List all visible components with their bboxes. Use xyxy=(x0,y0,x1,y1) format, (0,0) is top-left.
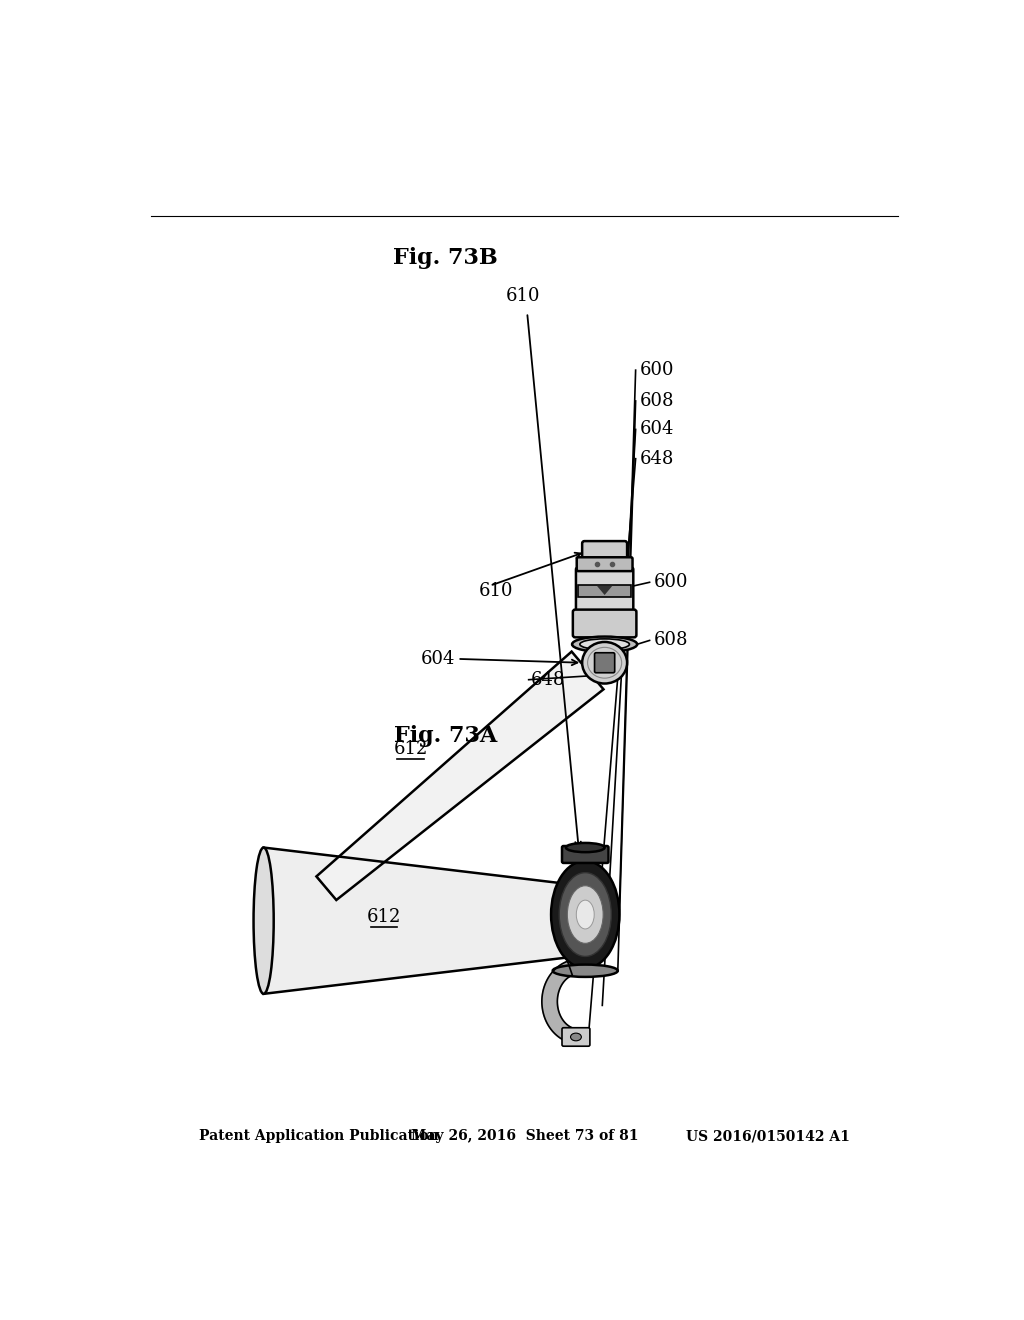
Polygon shape xyxy=(316,652,603,900)
FancyBboxPatch shape xyxy=(562,846,608,863)
Ellipse shape xyxy=(559,873,611,957)
Ellipse shape xyxy=(567,886,603,944)
Bar xyxy=(579,585,631,597)
FancyBboxPatch shape xyxy=(562,1028,590,1047)
Text: Fig. 73A: Fig. 73A xyxy=(394,725,497,747)
Ellipse shape xyxy=(570,1034,582,1040)
Polygon shape xyxy=(597,586,612,595)
Text: Fig. 73B: Fig. 73B xyxy=(393,247,498,269)
Ellipse shape xyxy=(580,639,630,649)
Text: 612: 612 xyxy=(393,739,428,758)
Text: US 2016/0150142 A1: US 2016/0150142 A1 xyxy=(686,1129,850,1143)
Text: 608: 608 xyxy=(653,631,688,649)
Ellipse shape xyxy=(566,843,604,853)
Polygon shape xyxy=(542,961,575,1043)
Polygon shape xyxy=(263,847,566,994)
Ellipse shape xyxy=(572,636,637,652)
FancyBboxPatch shape xyxy=(577,557,633,572)
FancyBboxPatch shape xyxy=(572,610,636,638)
Ellipse shape xyxy=(553,965,617,977)
Ellipse shape xyxy=(551,861,620,968)
Text: 648: 648 xyxy=(531,671,565,689)
Text: 600: 600 xyxy=(640,362,674,379)
FancyBboxPatch shape xyxy=(575,568,633,614)
Text: 604: 604 xyxy=(421,649,455,668)
FancyBboxPatch shape xyxy=(583,541,627,562)
Text: 610: 610 xyxy=(478,582,513,599)
Text: 612: 612 xyxy=(367,908,401,925)
Text: 610: 610 xyxy=(506,286,541,305)
Text: 600: 600 xyxy=(653,573,688,591)
Text: 608: 608 xyxy=(640,392,674,411)
Text: 604: 604 xyxy=(640,421,674,438)
Text: May 26, 2016  Sheet 73 of 81: May 26, 2016 Sheet 73 of 81 xyxy=(411,1129,639,1143)
Ellipse shape xyxy=(583,642,627,684)
Text: 648: 648 xyxy=(640,450,674,467)
Text: Patent Application Publication: Patent Application Publication xyxy=(200,1129,439,1143)
Ellipse shape xyxy=(254,847,273,994)
FancyBboxPatch shape xyxy=(595,653,614,673)
Ellipse shape xyxy=(577,900,594,929)
